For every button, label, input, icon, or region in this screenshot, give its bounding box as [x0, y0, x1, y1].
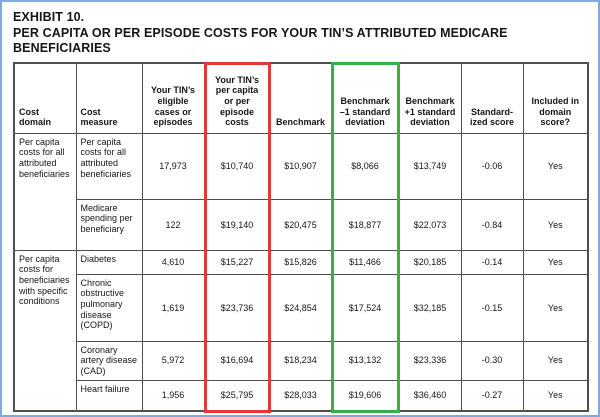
- table-row: Per capita costs for all attributed bene…: [13, 132, 589, 251]
- benchmark-minus-1sd-cell: $11,466: [330, 249, 400, 275]
- benchmark-plus-1sd-cell: $22,073: [397, 198, 462, 251]
- included-cell: Yes: [522, 132, 589, 200]
- standardized-score-cell: -0.30: [460, 340, 524, 381]
- domain-cell: Per capita costs for beneficia­ries with…: [13, 249, 77, 412]
- standardized-score-cell: -0.14: [460, 249, 524, 275]
- header-included-in-domain: Included in domain score?: [522, 62, 589, 134]
- cases-cell: 17,973: [141, 132, 206, 200]
- standardized-score-cell: -0.84: [460, 198, 524, 251]
- table-row: Medicare spending per beneficiary 122 $1…: [14, 198, 589, 251]
- table-row: Per capita costs for beneficia­ries with…: [13, 249, 589, 412]
- tin-cost-cell: $16,694: [203, 340, 271, 381]
- included-cell: Yes: [522, 340, 589, 381]
- measure-cell: Per capita costs for all attributed bene…: [75, 132, 143, 200]
- table-row: Heart failure 1,956 $25,795 $28,033 $19,…: [14, 379, 589, 413]
- included-cell: Yes: [522, 198, 589, 251]
- cases-cell: 122: [141, 198, 206, 251]
- exhibit-title-block: EXHIBIT 10. PER CAPITA OR PER EPISODE CO…: [13, 10, 598, 57]
- header-cost-measure: Cost measure: [75, 62, 143, 134]
- cost-table: Cost domain Cost measure Your TIN’s elig…: [13, 61, 589, 413]
- benchmark-cell: $15,826: [268, 249, 333, 275]
- header-standardized-score: Standard­ized score: [460, 62, 524, 134]
- measure-cell: Medicare spending per beneficiary: [75, 198, 143, 251]
- cases-cell: 1,956: [141, 379, 206, 412]
- cases-cell: 5,972: [141, 340, 206, 381]
- benchmark-cell: $28,033: [268, 379, 333, 412]
- included-cell: Yes: [522, 273, 589, 342]
- exhibit-heading: PER CAPITA OR PER EPISODE COSTS FOR YOUR…: [13, 25, 508, 56]
- header-benchmark-minus-1sd: Benchmark –1 standard deviation: [330, 61, 400, 134]
- benchmark-minus-1sd-cell: $13,132: [330, 340, 400, 381]
- domain-cell: Per capita costs for all attributed bene…: [13, 132, 77, 251]
- standardized-score-cell: -0.06: [460, 132, 524, 200]
- measure-cell: Coronary artery dis­ease (CAD): [75, 340, 143, 381]
- header-eligible-cases: Your TIN’s eligible cases or episodes: [141, 62, 206, 134]
- measure-cell: Chronic obstructive pulmonary disease (C…: [75, 273, 143, 342]
- cases-cell: 1,619: [141, 273, 206, 342]
- benchmark-plus-1sd-cell: $32,185: [397, 273, 462, 342]
- header-benchmark-plus-1sd: Benchmark +1 standard deviation: [397, 62, 462, 134]
- measure-cell: Heart failure: [75, 379, 143, 412]
- header-tin-costs: Your TIN’s per capita or per episode cos…: [203, 61, 271, 134]
- header-benchmark: Benchmark: [268, 62, 333, 134]
- table-row: Chronic obstructive pulmonary disease (C…: [14, 273, 589, 342]
- measure-cell: Diabetes: [75, 249, 143, 275]
- standardized-score-cell: -0.27: [460, 379, 524, 412]
- tin-cost-cell: $19,140: [203, 198, 271, 251]
- standardized-score-cell: -0.15: [460, 273, 524, 342]
- tin-cost-cell: $25,795: [203, 379, 271, 413]
- benchmark-minus-1sd-cell: $19,606: [330, 379, 400, 413]
- header-row: Cost domain Cost measure Your TIN’s elig…: [13, 61, 589, 134]
- benchmark-plus-1sd-cell: $13,749: [397, 132, 462, 200]
- cases-cell: 4,610: [141, 249, 206, 275]
- tin-cost-cell: $23,736: [203, 273, 271, 342]
- benchmark-plus-1sd-cell: $20,185: [397, 249, 462, 275]
- table-row: Coronary artery dis­ease (CAD) 5,972 $16…: [14, 340, 589, 381]
- included-cell: Yes: [522, 379, 589, 412]
- benchmark-cell: $18,234: [268, 340, 333, 381]
- tin-cost-cell: $10,740: [203, 132, 271, 200]
- header-cost-domain: Cost domain: [13, 62, 77, 134]
- benchmark-cell: $20,475: [268, 198, 333, 251]
- exhibit-number: EXHIBIT 10.: [13, 10, 85, 24]
- benchmark-cell: $10,907: [268, 132, 333, 200]
- benchmark-plus-1sd-cell: $23,336: [397, 340, 462, 381]
- benchmark-minus-1sd-cell: $17,524: [330, 273, 400, 342]
- benchmark-plus-1sd-cell: $36,460: [397, 379, 462, 412]
- benchmark-minus-1sd-cell: $18,877: [330, 198, 400, 251]
- included-cell: Yes: [522, 249, 589, 275]
- tin-cost-cell: $15,227: [203, 249, 271, 275]
- benchmark-cell: $24,854: [268, 273, 333, 342]
- benchmark-minus-1sd-cell: $8,066: [330, 132, 400, 200]
